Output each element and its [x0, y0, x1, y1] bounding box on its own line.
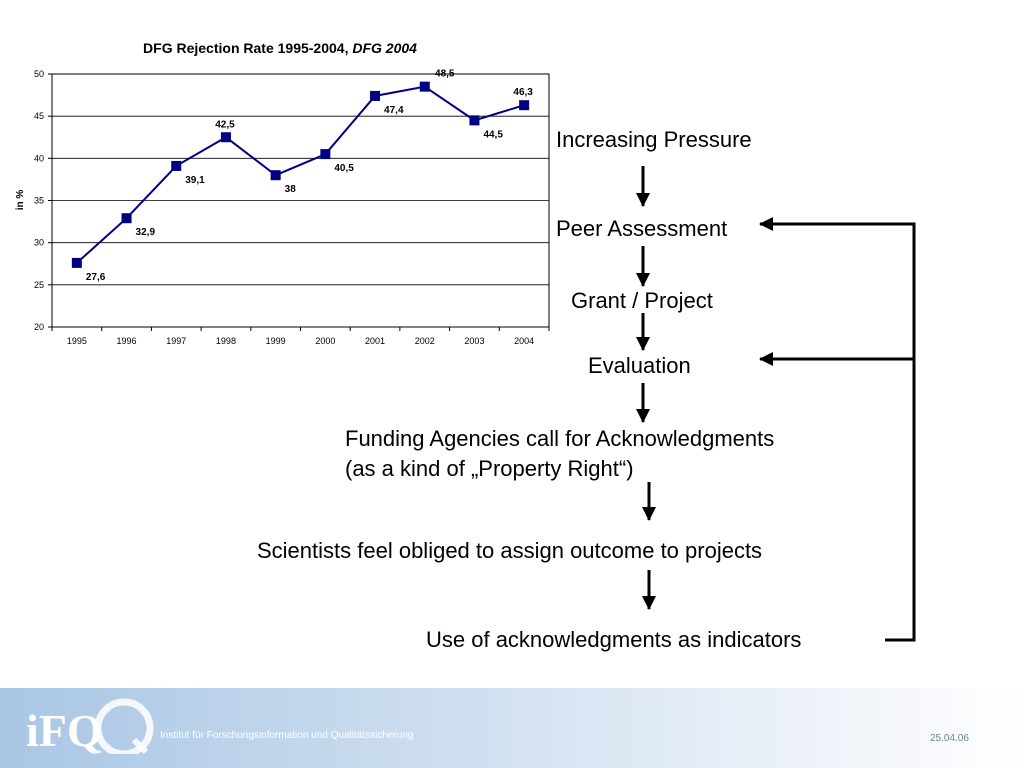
data-point-marker	[370, 90, 381, 101]
y-tick-label: 45	[34, 111, 44, 121]
y-axis-ticks: 20 25 30 35 40 45 50	[34, 69, 52, 332]
flow-funding-line1: Funding Agencies call for Acknowledgment…	[345, 426, 775, 451]
ifq-logo: iFQ	[26, 698, 154, 754]
x-tick-label: 1997	[166, 336, 186, 346]
y-axis-label: in %	[15, 190, 26, 211]
x-tick-label: 2004	[514, 336, 534, 346]
x-axis-ticks: 1995 1996 1997 1998 1999 2000 2001 2002 2003 2004	[51, 327, 550, 346]
x-tick-label: 2002	[415, 336, 435, 346]
data-point-label: 40,5	[334, 163, 354, 174]
data-point-label: 48,5	[435, 69, 455, 80]
data-labels: 27,6 32,9 39,1 42,5 38 40,5 47,4 48,5 44,5 46,3	[86, 69, 533, 283]
data-point-label: 47,4	[384, 105, 404, 116]
chart-title-source: DFG 2004	[352, 40, 417, 56]
data-point-marker	[121, 213, 132, 224]
flow-arrows	[636, 166, 916, 642]
data-point-marker	[220, 132, 231, 143]
data-point-marker	[320, 149, 331, 160]
y-tick-label: 50	[34, 69, 44, 79]
flow-evaluation: Evaluation	[588, 353, 691, 378]
x-tick-label: 1995	[67, 336, 87, 346]
data-point-label: 38	[285, 184, 297, 195]
data-point-label: 39,1	[185, 175, 205, 186]
flow-grant-project: Grant / Project	[571, 288, 713, 313]
y-tick-label: 40	[34, 153, 44, 163]
x-tick-label: 1996	[117, 336, 137, 346]
x-tick-label: 2000	[315, 336, 335, 346]
flow-funding-line2: (as a kind of „Property Right“)	[345, 456, 634, 481]
series-markers	[71, 81, 530, 268]
data-point-marker	[171, 160, 182, 171]
logo-text: iFQ	[26, 705, 103, 754]
y-tick-label: 30	[34, 238, 44, 248]
chart-title-main: DFG Rejection Rate 1995-2004,	[143, 40, 348, 56]
x-tick-label: 2003	[464, 336, 484, 346]
data-point-label: 42,5	[215, 119, 235, 130]
data-point-marker	[519, 100, 530, 111]
rejection-rate-chart: DFG Rejection Rate 1995-2004, DFG 2004 2…	[15, 40, 550, 346]
flow-funding-agencies: Funding Agencies call for Acknowledgment…	[345, 424, 774, 484]
y-tick-label: 25	[34, 280, 44, 290]
flow-peer-assessment: Peer Assessment	[556, 216, 728, 241]
x-tick-label: 1998	[216, 336, 236, 346]
data-point-label: 46,3	[513, 87, 533, 98]
data-point-label: 44,5	[483, 129, 503, 140]
data-point-marker	[71, 257, 82, 268]
y-tick-label: 35	[34, 196, 44, 206]
x-tick-label: 1999	[266, 336, 286, 346]
footer-date: 25.04.06	[930, 733, 969, 744]
flow-scientists: Scientists feel obliged to assign outcom…	[257, 538, 763, 563]
institute-name: Institut für Forschungsinformation und Q…	[160, 730, 414, 741]
chart-title: DFG Rejection Rate 1995-2004, DFG 2004	[143, 40, 417, 56]
chart-gridlines	[52, 115, 549, 286]
series-line	[76, 85, 525, 264]
data-point-label: 27,6	[86, 272, 106, 283]
data-point-marker	[469, 115, 480, 126]
data-point-marker	[419, 81, 430, 92]
footer-band	[0, 688, 1024, 768]
feedback-loop-line	[759, 217, 916, 642]
data-point-marker	[270, 170, 281, 181]
flow-increasing-pressure: Increasing Pressure	[556, 127, 752, 152]
x-tick-label: 2001	[365, 336, 385, 346]
data-point-label: 32,9	[136, 227, 156, 238]
flow-use-of-acknowledgments: Use of acknowledgments as indicators	[426, 627, 802, 652]
y-tick-label: 20	[34, 322, 44, 332]
